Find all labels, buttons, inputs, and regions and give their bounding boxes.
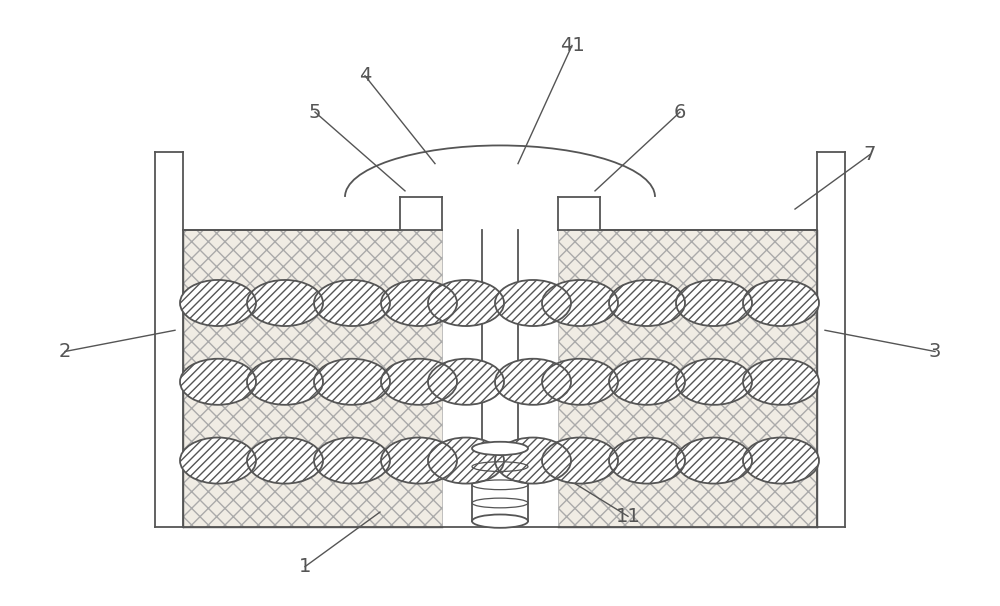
Circle shape	[609, 280, 685, 326]
Circle shape	[428, 359, 504, 405]
Circle shape	[314, 359, 390, 405]
Circle shape	[676, 438, 752, 484]
Circle shape	[247, 280, 323, 326]
Circle shape	[743, 359, 819, 405]
Text: 1: 1	[299, 557, 311, 576]
Circle shape	[247, 359, 323, 405]
Circle shape	[247, 438, 323, 484]
Text: 7: 7	[864, 145, 876, 164]
Circle shape	[609, 359, 685, 405]
Circle shape	[495, 280, 571, 326]
Circle shape	[381, 438, 457, 484]
Circle shape	[542, 438, 618, 484]
Circle shape	[495, 438, 571, 484]
Text: 2: 2	[59, 342, 71, 361]
Circle shape	[676, 359, 752, 405]
Text: 5: 5	[309, 102, 321, 122]
Circle shape	[743, 438, 819, 484]
Text: 3: 3	[929, 342, 941, 361]
Text: 4: 4	[359, 66, 371, 85]
Bar	[558, 230, 817, 527]
Circle shape	[180, 280, 256, 326]
Circle shape	[180, 359, 256, 405]
Circle shape	[542, 280, 618, 326]
Circle shape	[381, 359, 457, 405]
Circle shape	[676, 280, 752, 326]
Circle shape	[180, 438, 256, 484]
Circle shape	[381, 280, 457, 326]
Bar	[183, 230, 442, 527]
Ellipse shape	[472, 442, 528, 455]
Circle shape	[428, 438, 504, 484]
Circle shape	[314, 280, 390, 326]
Circle shape	[428, 280, 504, 326]
Ellipse shape	[472, 514, 528, 528]
Circle shape	[495, 359, 571, 405]
Circle shape	[314, 438, 390, 484]
Circle shape	[609, 438, 685, 484]
Text: 6: 6	[674, 102, 686, 122]
Text: 11: 11	[616, 507, 640, 526]
Text: 41: 41	[560, 36, 584, 55]
Circle shape	[743, 280, 819, 326]
Circle shape	[542, 359, 618, 405]
